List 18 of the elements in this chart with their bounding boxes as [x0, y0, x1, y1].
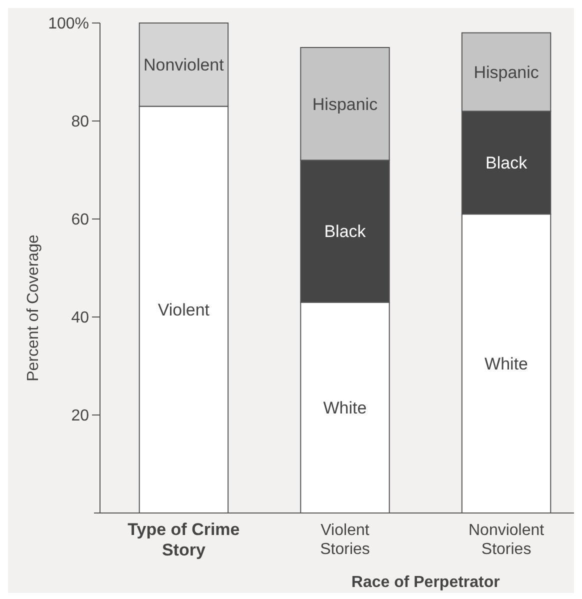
y-tick-label: 20: [71, 408, 90, 425]
series-label: White: [323, 398, 367, 418]
series-label: Violent: [158, 300, 210, 320]
y-tick-label: 100%: [48, 16, 89, 33]
y-axis-title: Percent of Coverage: [25, 234, 42, 382]
series-label: Black: [486, 154, 528, 173]
x-tick-label: Type of Crime Story: [128, 520, 240, 560]
x-tick-label: Nonviolent Stories: [468, 522, 545, 558]
y-tick-label: 40: [71, 310, 90, 327]
text: Hispanic: [474, 62, 539, 82]
x-tick-label: Violent Stories: [320, 522, 370, 558]
series-label: Nonviolent: [144, 56, 224, 75]
y-tick-label: 80: [71, 114, 90, 131]
y-tick-label: 60: [71, 212, 90, 229]
x-axis-title: Race of Perpetrator: [351, 574, 500, 591]
text: Black: [324, 222, 366, 242]
text: White: [484, 354, 528, 374]
series-label: Hispanic: [312, 94, 378, 114]
